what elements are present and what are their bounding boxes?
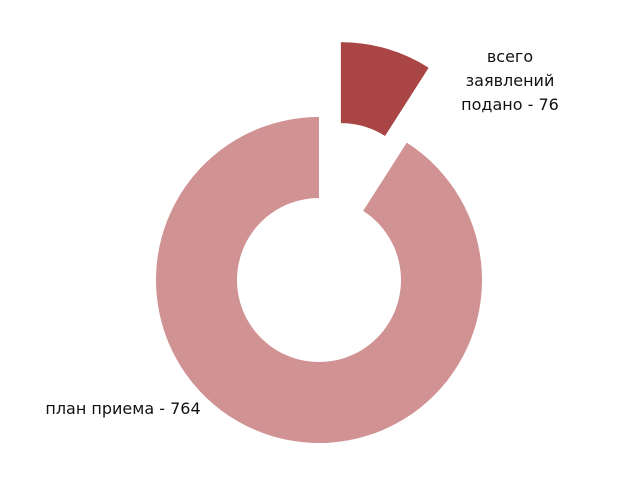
data-label: всего заявлений подано - 76 <box>461 47 559 114</box>
donut-slice <box>340 42 429 137</box>
data-label: план приема - 764 <box>45 399 201 418</box>
donut-slice <box>156 117 483 443</box>
